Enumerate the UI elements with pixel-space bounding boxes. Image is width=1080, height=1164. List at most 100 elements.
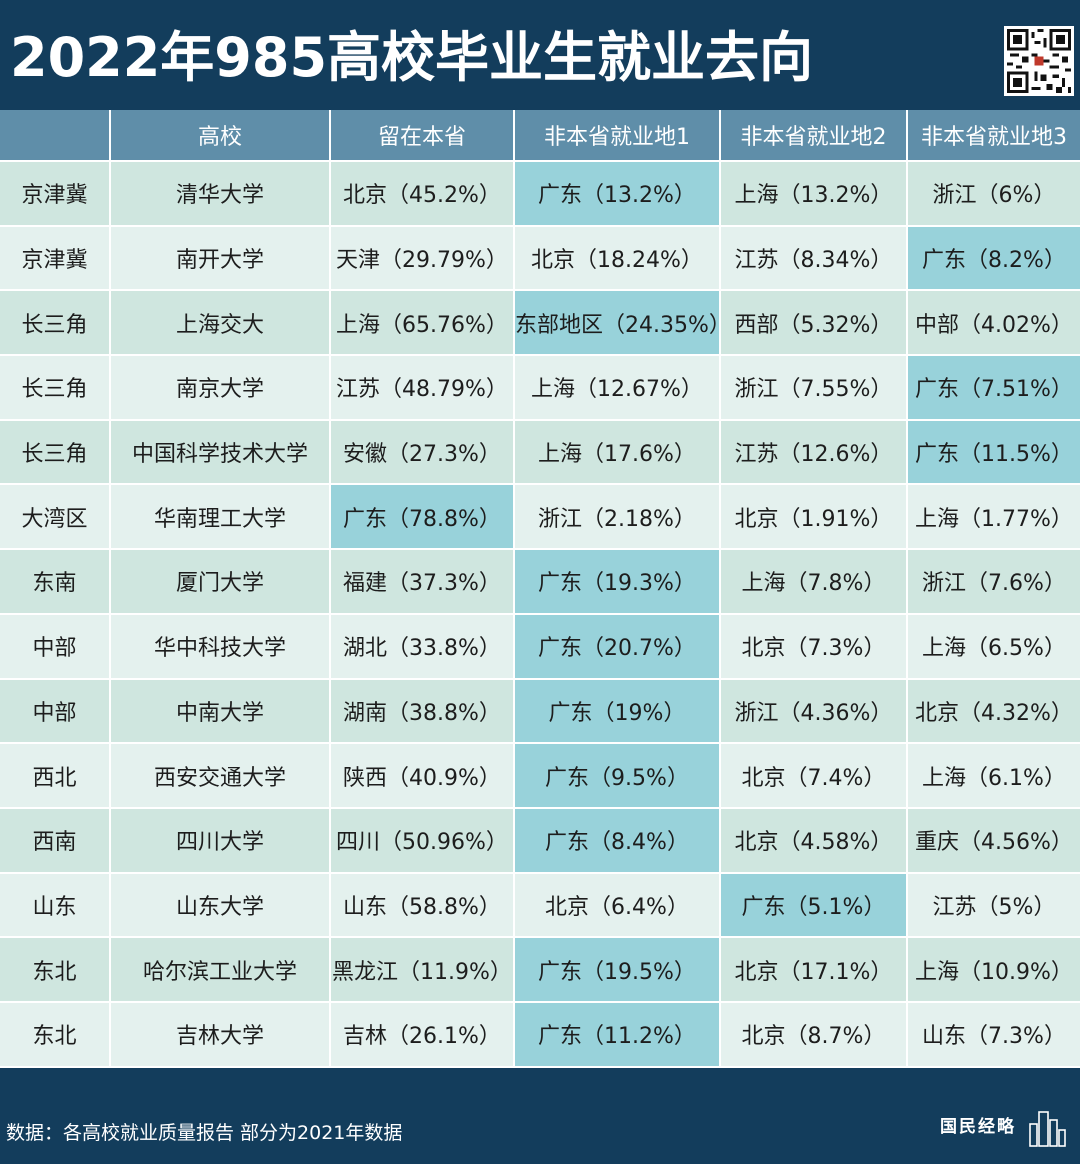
brand-name: 国民经略 [940,1117,1016,1137]
table-header-row: 高校 留在本省 非本省就业地1 非本省就业地2 非本省就业地3 [0,110,1080,162]
destination-2-cell: 浙江（4.36%） [720,678,908,745]
table-row: 大湾区 华南理工大学 广东（78.8%） 浙江（2.18%） 北京（1.91%） 上海（1… [0,484,1080,551]
destination-3-cell: 北京（4.32%） [907,678,1080,745]
home-province-cell: 北京（45.2%） [330,161,515,227]
footer: 数据：各高校就业质量报告 部分为2021年数据 国民经略 [0,1100,1080,1164]
home-province-cell: 湖北（33.8%） [330,613,515,680]
qr-code-icon [1004,26,1074,96]
table-row: 西南 四川大学 四川（50.96%） 广东（8.4%） 北京（4.58%） 重庆（4.56… [0,807,1080,874]
employment-table: 高校 留在本省 非本省就业地1 非本省就业地2 非本省就业地3 京津冀 清华大学 北京（45… [0,110,1080,1068]
destination-2-cell: 北京（1.91%） [720,484,908,551]
school-cell: 西安交通大学 [110,743,331,809]
region-cell: 西北 [0,743,111,809]
table-row: 中部 华中科技大学 湖北（33.8%） 广东（20.7%） 北京（7.3%） 上海（6.5… [0,613,1080,680]
destination-2-cell: 江苏（8.34%） [720,225,908,292]
region-cell: 京津冀 [0,161,111,227]
data-source-note: 数据：各高校就业质量报告 部分为2021年数据 [6,1122,403,1144]
destination-2-cell: 北京（7.3%） [720,613,908,680]
destination-1-cell: 广东（20.7%） [514,613,721,680]
region-cell: 长三角 [0,290,111,357]
destination-1-cell: 上海（17.6%） [514,419,721,486]
school-cell: 南京大学 [110,355,331,421]
home-province-cell: 福建（37.3%） [330,549,515,615]
table-row: 东北 哈尔滨工业大学 黑龙江（11.9%） 广东（19.5%） 北京（17.1%） 上海（… [0,937,1080,1003]
destination-3-cell: 江苏（5%） [907,872,1080,939]
home-province-cell: 广东（78.8%） [330,484,515,551]
destination-2-cell: 浙江（7.55%） [720,355,908,421]
home-province-cell: 陕西（40.9%） [330,743,515,809]
home-province-cell: 黑龙江（11.9%） [330,937,515,1003]
region-cell: 长三角 [0,419,111,486]
destination-1-cell: 广东（19%） [514,678,721,745]
column-header: 非本省就业地2 [720,110,908,162]
destination-3-cell: 上海（6.1%） [907,743,1080,809]
destination-3-cell: 重庆（4.56%） [907,807,1080,874]
home-province-cell: 山东（58.8%） [330,872,515,939]
school-cell: 四川大学 [110,807,331,874]
region-cell: 中部 [0,678,111,745]
school-cell: 哈尔滨工业大学 [110,937,331,1003]
destination-3-cell: 上海（10.9%） [907,937,1080,1003]
destination-3-cell: 山东（7.3%） [907,1001,1080,1068]
destination-2-cell: 上海（13.2%） [720,161,908,227]
table-row: 京津冀 南开大学 天津（29.79%） 北京（18.24%） 江苏（8.34%） 广东（8… [0,225,1080,292]
destination-3-cell: 广东（8.2%） [907,225,1080,292]
destination-1-cell: 广东（19.5%） [514,937,721,1003]
destination-2-cell: 江苏（12.6%） [720,419,908,486]
school-cell: 南开大学 [110,225,331,292]
destination-1-cell: 广东（8.4%） [514,807,721,874]
table-row: 京津冀 清华大学 北京（45.2%） 广东（13.2%） 上海（13.2%） 浙江（6%） [0,161,1080,227]
school-cell: 清华大学 [110,161,331,227]
destination-1-cell: 浙江（2.18%） [514,484,721,551]
column-header: 高校 [110,110,331,162]
region-cell: 京津冀 [0,225,111,292]
school-cell: 华南理工大学 [110,484,331,551]
school-cell: 山东大学 [110,872,331,939]
page-title: 2022年985高校毕业生就业去向 [10,26,814,89]
column-header [0,110,111,162]
destination-2-cell: 上海（7.8%） [720,549,908,615]
destination-2-cell: 北京（7.4%） [720,743,908,809]
header: 2022年985高校毕业生就业去向 [0,0,1080,110]
region-cell: 中部 [0,613,111,680]
table-row: 东北 吉林大学 吉林（26.1%） 广东（11.2%） 北京（8.7%） 山东（7.3%） [0,1001,1080,1068]
destination-3-cell: 广东（11.5%） [907,419,1080,486]
destination-1-cell: 广东（19.3%） [514,549,721,615]
destination-3-cell: 中部（4.02%） [907,290,1080,357]
destination-3-cell: 浙江（7.6%） [907,549,1080,615]
home-province-cell: 上海（65.76%） [330,290,515,357]
destination-2-cell: 北京（17.1%） [720,937,908,1003]
destination-1-cell: 北京（6.4%） [514,872,721,939]
home-province-cell: 四川（50.96%） [330,807,515,874]
table-row: 长三角 中国科学技术大学 安徽（27.3%） 上海（17.6%） 江苏（12.6%） 广东… [0,419,1080,486]
region-cell: 西南 [0,807,111,874]
destination-2-cell: 北京（8.7%） [720,1001,908,1068]
home-province-cell: 湖南（38.8%） [330,678,515,745]
destination-2-cell: 北京（4.58%） [720,807,908,874]
school-cell: 中南大学 [110,678,331,745]
destination-3-cell: 上海（6.5%） [907,613,1080,680]
school-cell: 厦门大学 [110,549,331,615]
school-cell: 中国科学技术大学 [110,419,331,486]
school-cell: 华中科技大学 [110,613,331,680]
destination-3-cell: 上海（1.77%） [907,484,1080,551]
destination-1-cell: 广东（9.5%） [514,743,721,809]
school-cell: 上海交大 [110,290,331,357]
destination-1-cell: 广东（11.2%） [514,1001,721,1068]
destination-1-cell: 上海（12.67%） [514,355,721,421]
school-cell: 吉林大学 [110,1001,331,1068]
region-cell: 大湾区 [0,484,111,551]
region-cell: 山东 [0,872,111,939]
destination-1-cell: 北京（18.24%） [514,225,721,292]
destination-2-cell: 西部（5.32%） [720,290,908,357]
destination-3-cell: 浙江（6%） [907,161,1080,227]
column-header: 非本省就业地1 [514,110,721,162]
destination-1-cell: 广东（13.2%） [514,161,721,227]
home-province-cell: 安徽（27.3%） [330,419,515,486]
region-cell: 东北 [0,937,111,1003]
table-row: 西北 西安交通大学 陕西（40.9%） 广东（9.5%） 北京（7.4%） 上海（6.1%… [0,743,1080,809]
table-row: 长三角 上海交大 上海（65.76%） 东部地区（24.35%） 西部（5.32%） 中部… [0,290,1080,357]
home-province-cell: 天津（29.79%） [330,225,515,292]
brand-logo: 国民经略 [940,1108,1070,1148]
region-cell: 东北 [0,1001,111,1068]
